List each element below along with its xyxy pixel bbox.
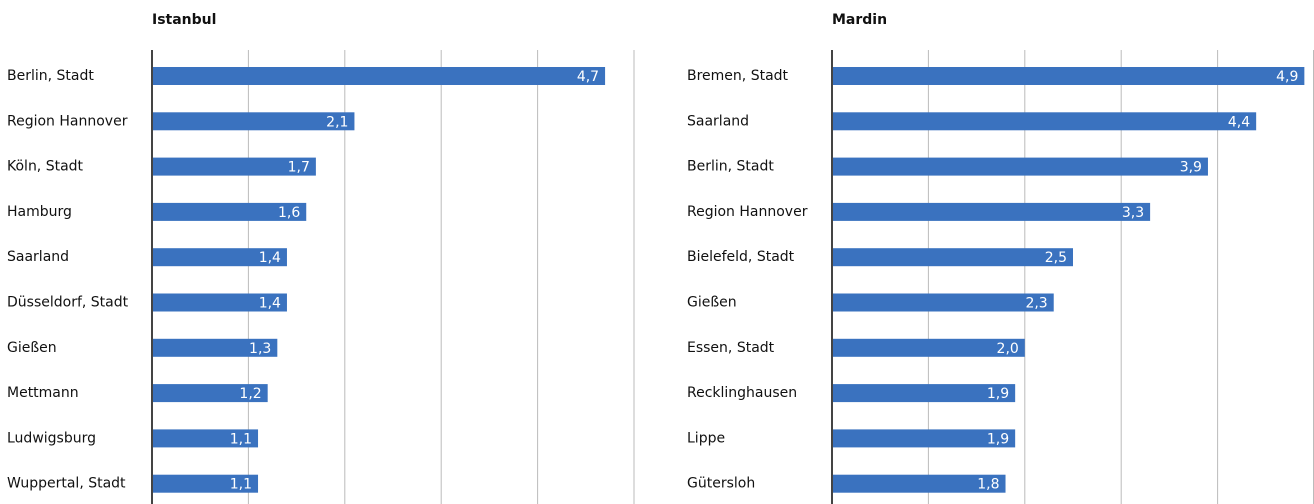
category-label: Lippe — [687, 430, 725, 446]
category-label: Berlin, Stadt — [687, 159, 774, 175]
category-label: Gießen — [7, 340, 57, 356]
value-label: 1,9 — [987, 386, 1009, 402]
value-label: 2,1 — [326, 114, 348, 130]
value-label: 4,4 — [1228, 114, 1250, 130]
value-label: 1,3 — [249, 341, 271, 357]
bar — [832, 384, 1016, 403]
bar — [152, 338, 278, 357]
bar — [832, 112, 1257, 131]
category-label: Gütersloh — [687, 476, 755, 492]
category-label: Köln, Stadt — [7, 159, 84, 175]
bar — [832, 474, 1006, 493]
bar — [152, 384, 268, 403]
value-label: 1,8 — [977, 477, 999, 493]
bar — [152, 67, 606, 85]
bar — [832, 338, 1025, 357]
chart-title: Istanbul — [152, 12, 216, 28]
bar — [152, 202, 307, 221]
category-label: Recklinghausen — [687, 385, 797, 401]
bar — [832, 202, 1151, 221]
bar — [152, 248, 287, 267]
category-label: Essen, Stadt — [687, 340, 775, 356]
bar — [832, 293, 1054, 312]
bar — [152, 157, 316, 176]
bar — [152, 429, 259, 448]
category-label: Bremen, Stadt — [687, 68, 789, 84]
value-label: 2,5 — [1045, 250, 1067, 266]
category-label: Berlin, Stadt — [7, 68, 94, 84]
chart-title: Mardin — [832, 12, 887, 28]
value-label: 1,6 — [278, 205, 300, 221]
category-label: Düsseldorf, Stadt — [7, 295, 129, 311]
bar — [832, 67, 1305, 85]
bar — [152, 474, 259, 493]
category-label: Region Hannover — [7, 113, 128, 129]
category-label: Gießen — [687, 295, 737, 311]
value-label: 1,4 — [259, 250, 281, 266]
value-label: 1,9 — [987, 431, 1009, 447]
value-label: 1,2 — [239, 386, 261, 402]
value-label: 3,9 — [1180, 160, 1202, 176]
category-label: Wuppertal, Stadt — [7, 476, 126, 492]
category-label: Ludwigsburg — [7, 430, 96, 446]
bar — [152, 293, 287, 312]
category-label: Mettmann — [7, 385, 79, 401]
bar — [832, 248, 1073, 267]
value-label: 1,4 — [259, 296, 281, 312]
category-label: Hamburg — [7, 204, 72, 220]
category-label: Region Hannover — [687, 204, 808, 220]
bar — [832, 157, 1208, 176]
value-label: 1,7 — [288, 160, 310, 176]
bar — [832, 429, 1016, 448]
value-label: 4,9 — [1276, 69, 1298, 85]
value-label: 4,7 — [577, 69, 599, 85]
value-label: 1,1 — [230, 477, 252, 493]
bar — [152, 112, 355, 131]
value-label: 3,3 — [1122, 205, 1144, 221]
category-label: Saarland — [7, 249, 69, 265]
category-label: Bielefeld, Stadt — [687, 249, 795, 265]
value-label: 2,3 — [1025, 296, 1047, 312]
value-label: 2,0 — [997, 341, 1019, 357]
value-label: 1,1 — [230, 431, 252, 447]
category-label: Saarland — [687, 113, 749, 129]
